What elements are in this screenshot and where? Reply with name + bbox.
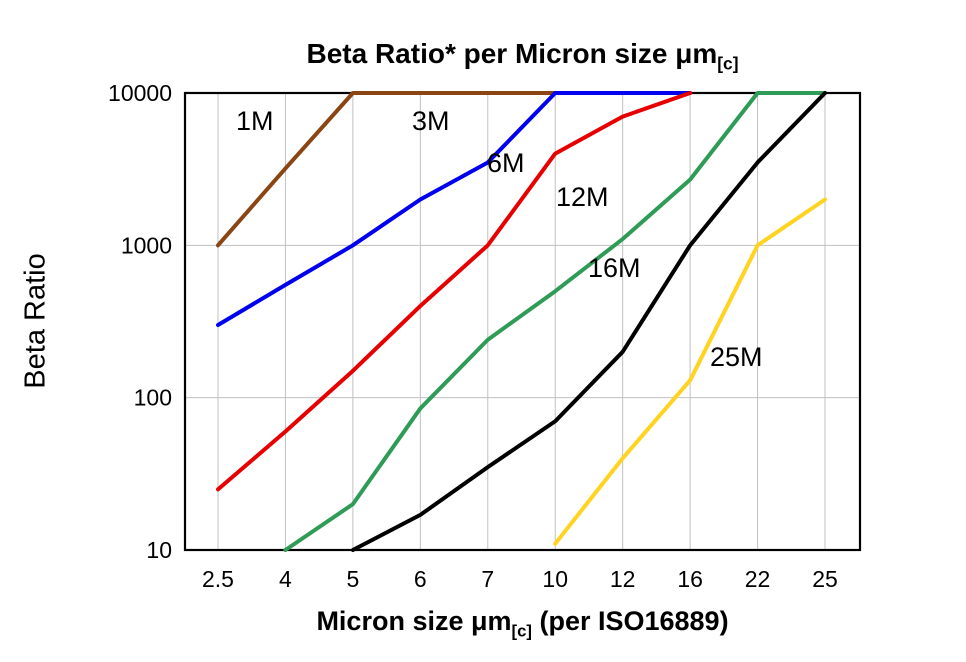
x-axis-title-subscript: [c]	[511, 621, 532, 641]
series-line-3M	[216, 91, 693, 327]
series-label-16M: 16M	[588, 253, 641, 283]
x-tick-label: 22	[745, 566, 771, 592]
series-line-25M	[553, 197, 827, 546]
x-tick-label: 16	[677, 566, 703, 592]
x-tick-label: 6	[414, 566, 427, 592]
x-axis-title-unit: μm	[470, 606, 512, 636]
chart-title-unit: μm	[675, 38, 718, 69]
series-line-1M	[216, 91, 558, 248]
y-tick-label: 1000	[121, 232, 172, 258]
x-tick-label: 12	[610, 566, 636, 592]
series-label-6M: 6M	[487, 148, 525, 178]
x-axis-title-note: (per ISO16889)	[531, 606, 729, 636]
x-tick-label: 25	[812, 566, 838, 592]
series-line-12M	[283, 91, 827, 552]
y-tick-label: 100	[134, 385, 172, 411]
series-label-12M: 12M	[556, 182, 609, 212]
y-tick-label: 10000	[108, 80, 172, 106]
series-line-16M	[350, 91, 827, 552]
series-label-1M: 1M	[236, 106, 274, 136]
x-axis-title-text: Micron size	[316, 606, 471, 636]
x-tick-label: 4	[279, 566, 292, 592]
chart-title: Beta Ratio* per Micron size μm[c]	[185, 38, 860, 75]
series-label-25M: 25M	[710, 342, 763, 372]
series-line-6M	[216, 91, 693, 492]
x-tick-label: 10	[542, 566, 568, 592]
series-label-3M: 3M	[412, 106, 450, 136]
y-tick-label: 10	[146, 537, 172, 563]
x-tick-label: 7	[481, 566, 494, 592]
chart-title-text: Beta Ratio* per Micron size	[306, 38, 676, 69]
x-tick-label: 5	[346, 566, 359, 592]
x-tick-label: 2.5	[202, 566, 234, 592]
chart-title-subscript: [c]	[717, 53, 739, 74]
x-axis-title: Micron size μm[c] (per ISO16889)	[185, 606, 860, 641]
